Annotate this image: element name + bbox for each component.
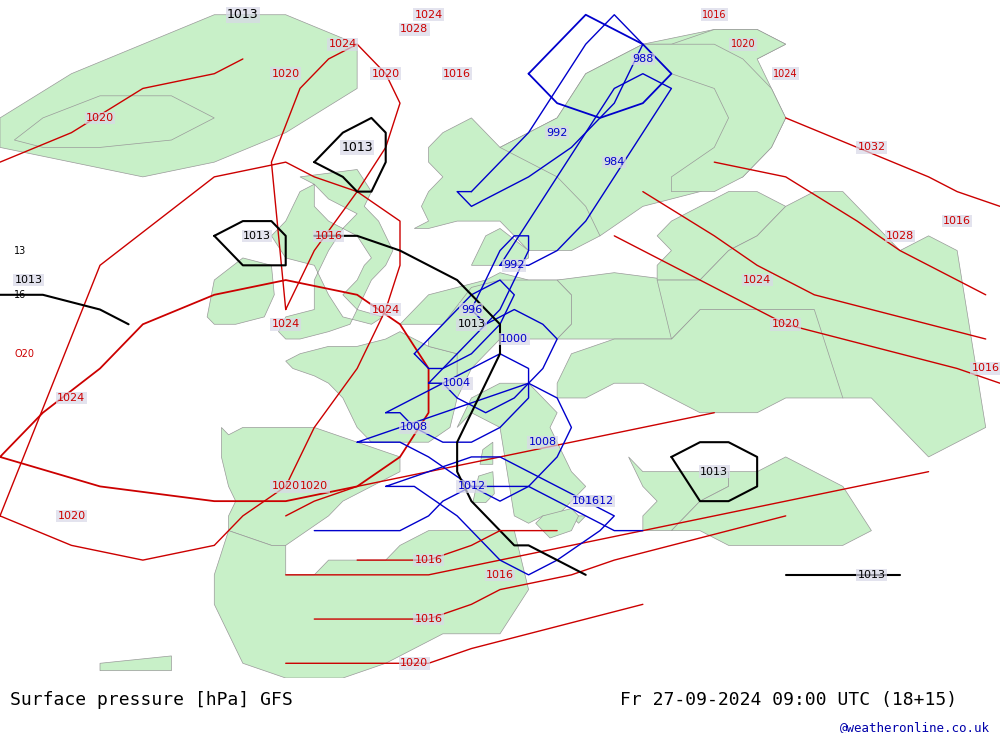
Text: 1013: 1013	[857, 570, 885, 580]
Text: 1013: 1013	[15, 275, 43, 285]
Polygon shape	[657, 191, 986, 457]
Text: 1008: 1008	[529, 437, 557, 447]
Polygon shape	[671, 457, 871, 545]
Polygon shape	[536, 509, 579, 538]
Text: 1016: 1016	[315, 231, 343, 241]
Text: 1032: 1032	[857, 142, 885, 152]
Text: 1016: 1016	[415, 555, 443, 565]
Text: 988: 988	[632, 54, 654, 64]
Text: 1028: 1028	[886, 231, 914, 241]
Polygon shape	[414, 29, 786, 251]
Text: Fr 27-09-2024 09:00 UTC (18+15): Fr 27-09-2024 09:00 UTC (18+15)	[620, 691, 957, 709]
Text: 1016: 1016	[972, 364, 1000, 374]
Text: 1024: 1024	[57, 393, 86, 403]
Polygon shape	[207, 258, 274, 324]
Text: 1020: 1020	[772, 320, 800, 329]
Text: 1020: 1020	[272, 69, 300, 78]
Text: 1016: 1016	[943, 216, 971, 226]
Text: 1016: 1016	[443, 69, 471, 78]
Text: 1016: 1016	[572, 496, 600, 507]
Text: O20: O20	[14, 349, 34, 358]
Polygon shape	[629, 457, 729, 531]
Text: 992: 992	[504, 260, 525, 270]
Text: 1020: 1020	[272, 482, 300, 491]
Polygon shape	[557, 273, 700, 339]
Text: 1000: 1000	[500, 334, 528, 344]
Text: Surface pressure [hPa] GFS: Surface pressure [hPa] GFS	[10, 691, 293, 709]
Polygon shape	[221, 427, 400, 545]
Text: 16: 16	[14, 290, 27, 300]
Polygon shape	[471, 229, 529, 265]
Text: 992: 992	[546, 128, 568, 138]
Polygon shape	[473, 471, 494, 503]
Polygon shape	[14, 96, 214, 147]
Text: @weatheronline.co.uk: @weatheronline.co.uk	[840, 721, 990, 733]
Text: 1004: 1004	[443, 378, 471, 388]
Text: 1013: 1013	[227, 8, 259, 21]
Text: 1008: 1008	[400, 422, 428, 432]
Polygon shape	[214, 531, 529, 678]
Text: 1020: 1020	[731, 40, 755, 49]
Text: 1012: 1012	[586, 496, 614, 507]
Text: 1020: 1020	[57, 511, 85, 521]
Polygon shape	[286, 331, 471, 442]
Text: 1024: 1024	[372, 304, 400, 314]
Polygon shape	[400, 273, 571, 324]
Text: 1024: 1024	[773, 69, 798, 78]
Polygon shape	[657, 191, 786, 280]
Text: 1020: 1020	[372, 69, 400, 78]
Text: 1013: 1013	[457, 320, 485, 329]
Text: 1020: 1020	[400, 658, 428, 668]
Text: 1028: 1028	[400, 24, 428, 34]
Text: 1020: 1020	[86, 113, 114, 123]
Text: 1013: 1013	[700, 467, 728, 476]
Text: 1013: 1013	[243, 231, 271, 241]
Text: 984: 984	[604, 157, 625, 167]
Text: 1016: 1016	[415, 614, 443, 624]
Polygon shape	[0, 15, 357, 177]
Text: 1016: 1016	[702, 10, 727, 20]
Polygon shape	[500, 29, 786, 236]
Text: 996: 996	[461, 304, 482, 314]
Polygon shape	[557, 309, 900, 413]
Text: 1024: 1024	[743, 275, 771, 285]
Polygon shape	[100, 656, 171, 671]
Polygon shape	[429, 280, 571, 376]
Text: 1020: 1020	[300, 482, 328, 491]
Text: 1024: 1024	[272, 320, 300, 329]
Text: 1024: 1024	[329, 40, 357, 49]
Polygon shape	[643, 44, 786, 191]
Text: 1013: 1013	[341, 141, 373, 154]
Text: 1016: 1016	[486, 570, 514, 580]
Text: 1024: 1024	[414, 10, 443, 20]
Polygon shape	[457, 383, 586, 523]
Polygon shape	[480, 442, 493, 464]
Text: 13: 13	[14, 246, 27, 256]
Text: 1012: 1012	[457, 482, 485, 491]
Polygon shape	[271, 169, 393, 339]
